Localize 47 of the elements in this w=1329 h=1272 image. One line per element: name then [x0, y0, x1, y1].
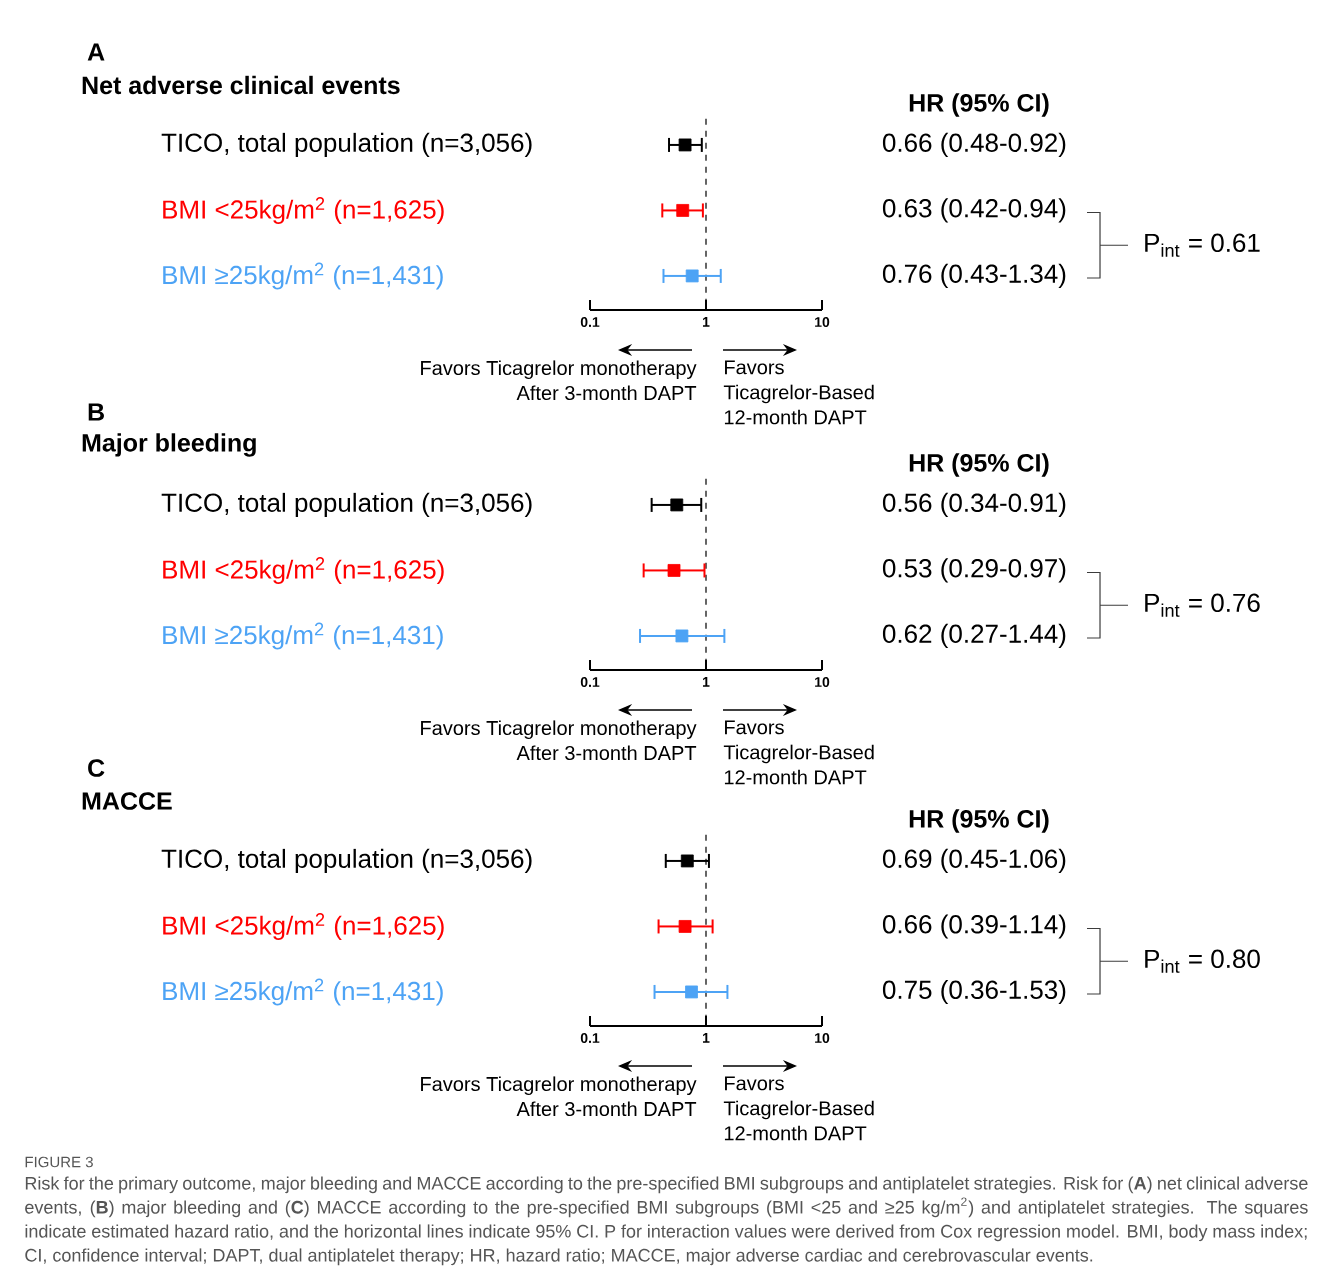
x-tick-label: 10	[815, 1033, 830, 1043]
y-tick-label: BMI ≥25kg/m$^{2}$ (n=1,431)	[163, 262, 443, 290]
text: P$_{int}$ = 0.76	[1145, 593, 1260, 617]
data-label: 0.76 (0.43-1.34)	[882, 263, 1066, 289]
text: HR (95% CI)	[909, 93, 1049, 117]
x-tick-label: 1	[702, 317, 710, 327]
x-tick-label: 10	[815, 317, 830, 327]
data-label: 0.69 (0.45-1.06)	[882, 848, 1066, 874]
y-tick-label: BMI ≥25kg/m$^{2}$ (n=1,431)	[163, 622, 443, 650]
text: C	[88, 759, 105, 777]
text: Favors Ticagrelor monotherapy After 3-month DAPT	[421, 360, 697, 401]
data-label: 0.66 (0.39-1.14)	[882, 914, 1066, 939]
text: FIGURE 3	[25, 1156, 93, 1168]
x-tick-label: 0.1	[580, 317, 600, 327]
text: A	[87, 43, 105, 61]
text: Risk for the primary outcome, major bleeding and MACCE according to the pre-specified BMI subgroups and antiplatelet strategies. Risk for (A) net clinical adverse events, (B) major bleeding and (C) MACCE according to the pre-specified BMI subgroups (BMI <25 and ≥25 kg/m$^{2}$) and antiplatelet strategies. The squares indicate estimated hazard ratio, and the horizontal lines indicate 95% CI. P for interaction values were derived from Cox regression model. BMI, body mass index; CI, confidence interval; DAPT, dual antiplatelet therapy; HR, hazard ratio; MACCE, major adverse cardiac and cerebrovascular events.	[25, 1176, 1308, 1266]
x-tick-label: 0.1	[580, 1033, 600, 1043]
text: B	[88, 403, 104, 421]
text: Favors Ticagrelor monotherapy After 3-month DAPT	[421, 720, 697, 761]
text: Favors Ticagrelor monotherapy After 3-month DAPT	[421, 1076, 697, 1117]
x-tick-label: 1	[702, 1033, 710, 1043]
data-label: 0.66 (0.48-0.92)	[882, 132, 1066, 158]
y-tick-label: TICO, total population (n=3,056)	[161, 492, 532, 518]
text: P$_{int}$ = 0.61	[1145, 233, 1260, 257]
y-tick-label: BMI <25kg/m$^{2}$ (n=1,625)	[163, 913, 444, 940]
text: P$_{int}$ = 0.80	[1145, 949, 1260, 973]
y-tick-label: TICO, total population (n=3,056)	[161, 848, 532, 874]
text: Favors Ticagrelor-Based 12-month DAPT	[723, 1076, 874, 1141]
text: MACCE	[82, 792, 172, 810]
y-tick-label: BMI <25kg/m$^{2}$ (n=1,625)	[163, 197, 444, 224]
text: Major bleeding	[82, 433, 256, 457]
x-tick-label: 1	[702, 677, 710, 687]
x-tick-label: 10	[815, 677, 830, 687]
data-label: 0.62 (0.27-1.44)	[882, 623, 1066, 649]
text: HR (95% CI)	[909, 809, 1049, 833]
text: Favors Ticagrelor-Based 12-month DAPT	[723, 360, 874, 425]
y-tick-label: BMI <25kg/m$^{2}$ (n=1,625)	[163, 557, 444, 584]
data-label: 0.75 (0.36-1.53)	[882, 979, 1066, 1005]
x-tick-label: 0.1	[580, 677, 600, 687]
text: Favors Ticagrelor-Based 12-month DAPT	[723, 720, 874, 785]
text: Net adverse clinical events	[82, 75, 400, 95]
data-label: 0.53 (0.29-0.97)	[882, 558, 1066, 583]
y-tick-label: TICO, total population (n=3,056)	[161, 132, 532, 158]
data-label: 0.56 (0.34-0.91)	[882, 492, 1066, 518]
y-tick-label: BMI ≥25kg/m$^{2}$ (n=1,431)	[163, 978, 443, 1006]
text: HR (95% CI)	[909, 453, 1049, 477]
data-label: 0.63 (0.42-0.94)	[882, 198, 1066, 223]
